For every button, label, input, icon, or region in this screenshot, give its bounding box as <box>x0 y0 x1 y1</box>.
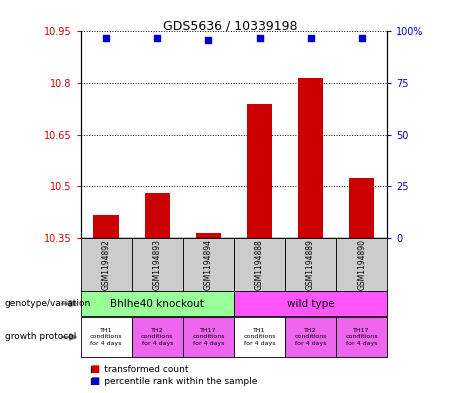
Bar <box>81 238 132 291</box>
Bar <box>247 104 272 238</box>
Text: TH17
conditions
for 4 days: TH17 conditions for 4 days <box>192 328 225 346</box>
Bar <box>81 317 132 357</box>
Point <box>205 37 212 43</box>
Text: GSM1194889: GSM1194889 <box>306 239 315 290</box>
Bar <box>234 317 285 357</box>
Bar <box>81 291 234 316</box>
Text: GSM1194893: GSM1194893 <box>153 239 162 290</box>
Bar <box>285 238 336 291</box>
Text: TH1
conditions
for 4 days: TH1 conditions for 4 days <box>243 328 276 346</box>
Text: TH2
conditions
for 4 days: TH2 conditions for 4 days <box>295 328 327 346</box>
Text: ■  transformed count: ■ transformed count <box>90 365 189 374</box>
Text: ■: ■ <box>90 376 99 386</box>
Point <box>358 35 366 41</box>
Text: wild type: wild type <box>287 299 334 309</box>
Bar <box>234 291 387 316</box>
Point <box>102 35 110 41</box>
Bar <box>349 178 374 238</box>
Bar <box>285 317 336 357</box>
Bar <box>132 238 183 291</box>
Bar <box>234 238 285 291</box>
Point <box>256 35 263 41</box>
Bar <box>336 317 387 357</box>
Bar <box>94 215 119 238</box>
Bar <box>195 233 221 238</box>
Text: TH2
conditions
for 4 days: TH2 conditions for 4 days <box>141 328 173 346</box>
Text: GSM1194894: GSM1194894 <box>204 239 213 290</box>
Text: ■  percentile rank within the sample: ■ percentile rank within the sample <box>90 377 257 386</box>
Bar <box>298 78 323 238</box>
Bar <box>183 317 234 357</box>
Text: Bhlhe40 knockout: Bhlhe40 knockout <box>110 299 204 309</box>
Point <box>307 35 314 41</box>
Text: GSM1194892: GSM1194892 <box>102 239 111 290</box>
Text: GSM1194888: GSM1194888 <box>255 239 264 290</box>
Bar <box>132 317 183 357</box>
Text: TH17
conditions
for 4 days: TH17 conditions for 4 days <box>345 328 378 346</box>
Bar <box>145 193 170 238</box>
Text: GSM1194890: GSM1194890 <box>357 239 366 290</box>
Bar <box>183 238 234 291</box>
Text: TH1
conditions
for 4 days: TH1 conditions for 4 days <box>90 328 123 346</box>
Text: genotype/variation: genotype/variation <box>5 299 91 308</box>
Text: ■: ■ <box>90 364 99 375</box>
Point <box>154 35 161 41</box>
Text: growth protocol: growth protocol <box>5 332 76 342</box>
Bar <box>336 238 387 291</box>
Text: GDS5636 / 10339198: GDS5636 / 10339198 <box>163 20 298 33</box>
